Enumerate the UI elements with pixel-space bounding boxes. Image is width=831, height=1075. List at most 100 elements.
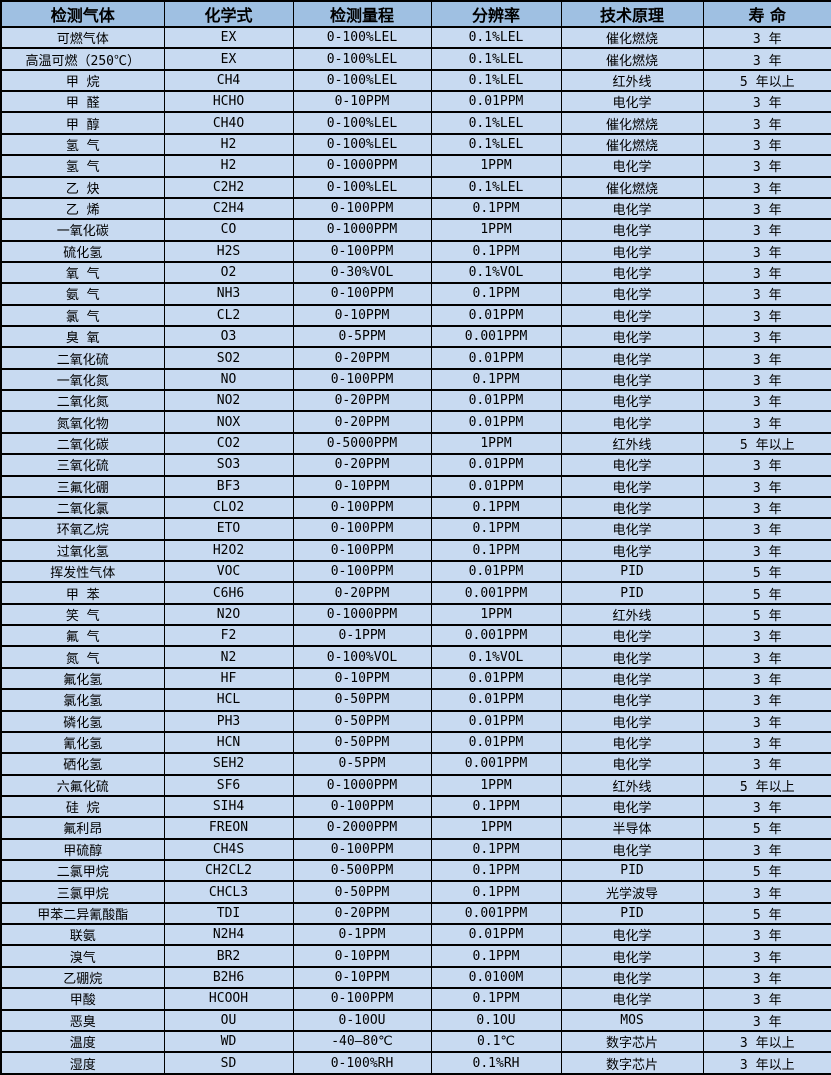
formula-cell: CO: [163, 218, 294, 242]
lifespan-cell: 3 年: [702, 282, 831, 306]
formula-cell: H2: [163, 132, 294, 157]
table-row: 甲 苯 C6H6 0-20PPM 0.001PPM PID 5 年: [0, 581, 831, 605]
lifespan-cell: 3 年: [702, 410, 831, 434]
table-row: 氢 气 H2 0-1000PPM 1PPM 电化学 3 年: [0, 154, 831, 178]
table-row: 甲 醇 CH4O 0-100%LEL 0.1%LEL 催化燃烧 3 年: [0, 111, 831, 135]
formula-cell: SIH4: [163, 794, 294, 819]
principle-cell: 催化燃烧: [560, 47, 704, 71]
resolution-cell: 0.01PPM: [430, 559, 562, 584]
principle-cell: 电化学: [560, 218, 704, 242]
resolution-cell: 1PPM: [430, 602, 562, 627]
range-cell: 0-100%LEL: [292, 68, 432, 93]
gas-name-cell: 氢 气: [0, 154, 165, 178]
table-row: 硒化氢 SEH2 0-5PPM 0.001PPM 电化学 3 年: [0, 752, 831, 776]
table-row: 二氧化氯 CLO2 0-100PPM 0.1PPM 电化学 3 年: [0, 495, 831, 520]
resolution-cell: 0.1%LEL: [430, 68, 562, 93]
lifespan-cell: 5 年以上: [702, 431, 831, 456]
formula-cell: HCHO: [163, 90, 294, 114]
formula-cell: ETO: [163, 517, 294, 541]
principle-cell: 数字芯片: [560, 1029, 704, 1054]
resolution-cell: 0.1PPM: [430, 880, 562, 904]
gas-name-cell: 氟利昂: [0, 816, 165, 840]
range-cell: 0-100%VOL: [292, 645, 432, 669]
gas-name-cell: 三氟化硼: [0, 474, 165, 498]
principle-cell: PID: [560, 858, 704, 883]
resolution-cell: 0.01PPM: [430, 923, 562, 947]
formula-cell: B2H6: [163, 965, 294, 990]
principle-cell: PID: [560, 581, 704, 605]
resolution-cell: 0.1%LEL: [430, 25, 562, 50]
formula-cell: NOX: [163, 410, 294, 434]
formula-cell: CLO2: [163, 495, 294, 520]
principle-cell: 红外线: [560, 773, 704, 797]
table-row: 乙 烯 C2H4 0-100PPM 0.1PPM 电化学 3 年: [0, 196, 831, 221]
column-header-gas: 检测气体: [0, 0, 165, 28]
principle-cell: 电化学: [560, 645, 704, 669]
resolution-cell: 0.001PPM: [430, 325, 562, 349]
range-cell: 0-100%LEL: [292, 111, 432, 135]
resolution-cell: 0.1%LEL: [430, 47, 562, 71]
range-cell: 0-1PPM: [292, 624, 432, 648]
gas-name-cell: 六氟化硫: [0, 773, 165, 797]
gas-name-cell: 三氯甲烷: [0, 880, 165, 904]
gas-name-cell: 联氨: [0, 923, 165, 947]
lifespan-cell: 3 年: [702, 367, 831, 392]
principle-cell: 电化学: [560, 752, 704, 776]
range-cell: 0-30%VOL: [292, 260, 432, 285]
formula-cell: C2H4: [163, 196, 294, 221]
principle-cell: 电化学: [560, 154, 704, 178]
range-cell: 0-50PPM: [292, 880, 432, 904]
gas-name-cell: 二氧化氯: [0, 495, 165, 520]
lifespan-cell: 3 年: [702, 303, 831, 328]
principle-cell: 电化学: [560, 196, 704, 221]
formula-cell: F2: [163, 624, 294, 648]
formula-cell: EX: [163, 47, 294, 71]
formula-cell: BF3: [163, 474, 294, 498]
resolution-cell: 0.1PPM: [430, 495, 562, 520]
lifespan-cell: 5 年以上: [702, 68, 831, 93]
gas-name-cell: 臭 氧: [0, 325, 165, 349]
range-cell: 0-10PPM: [292, 666, 432, 691]
resolution-cell: 0.001PPM: [430, 624, 562, 648]
range-cell: 0-100%LEL: [292, 25, 432, 50]
lifespan-cell: 3 年: [702, 111, 831, 135]
resolution-cell: 0.1%VOL: [430, 645, 562, 669]
range-cell: 0-100PPM: [292, 794, 432, 819]
principle-cell: 催化燃烧: [560, 111, 704, 135]
principle-cell: 电化学: [560, 346, 704, 370]
range-cell: 0-100%LEL: [292, 47, 432, 71]
formula-cell: CH4O: [163, 111, 294, 135]
lifespan-cell: 3 年: [702, 218, 831, 242]
principle-cell: 电化学: [560, 923, 704, 947]
formula-cell: H2O2: [163, 538, 294, 563]
range-cell: 0-1PPM: [292, 923, 432, 947]
lifespan-cell: 3 年: [702, 325, 831, 349]
gas-name-cell: 甲 苯: [0, 581, 165, 605]
formula-cell: O2: [163, 260, 294, 285]
range-cell: 0-10PPM: [292, 474, 432, 498]
range-cell: 0-100PPM: [292, 517, 432, 541]
gas-name-cell: 可燃气体: [0, 25, 165, 50]
formula-cell: H2S: [163, 239, 294, 263]
lifespan-cell: 3 年: [702, 730, 831, 755]
resolution-cell: 0.01PPM: [430, 410, 562, 434]
principle-cell: 红外线: [560, 431, 704, 456]
principle-cell: 电化学: [560, 325, 704, 349]
resolution-cell: 0.1PPM: [430, 517, 562, 541]
principle-cell: 电化学: [560, 474, 704, 498]
table-row: 三氧化硫 SO3 0-20PPM 0.01PPM 电化学 3 年: [0, 453, 831, 477]
range-cell: 0-10PPM: [292, 90, 432, 114]
principle-cell: 电化学: [560, 239, 704, 263]
range-cell: 0-20PPM: [292, 453, 432, 477]
principle-cell: 电化学: [560, 517, 704, 541]
table-row: 过氧化氢 H2O2 0-100PPM 0.1PPM 电化学 3 年: [0, 538, 831, 563]
table-row: 乙 炔 C2H2 0-100%LEL 0.1%LEL 催化燃烧 3 年: [0, 175, 831, 199]
principle-cell: 电化学: [560, 730, 704, 755]
table-row: 甲硫醇 CH4S 0-100PPM 0.1PPM 电化学 3 年: [0, 837, 831, 862]
range-cell: 0-10OU: [292, 1008, 432, 1032]
table-row: 氨 气 NH3 0-100PPM 0.1PPM 电化学 3 年: [0, 282, 831, 306]
principle-cell: 电化学: [560, 688, 704, 712]
table-row: 溴气 BR2 0-10PPM 0.1PPM 电化学 3 年: [0, 944, 831, 968]
range-cell: 0-100%RH: [292, 1051, 432, 1075]
